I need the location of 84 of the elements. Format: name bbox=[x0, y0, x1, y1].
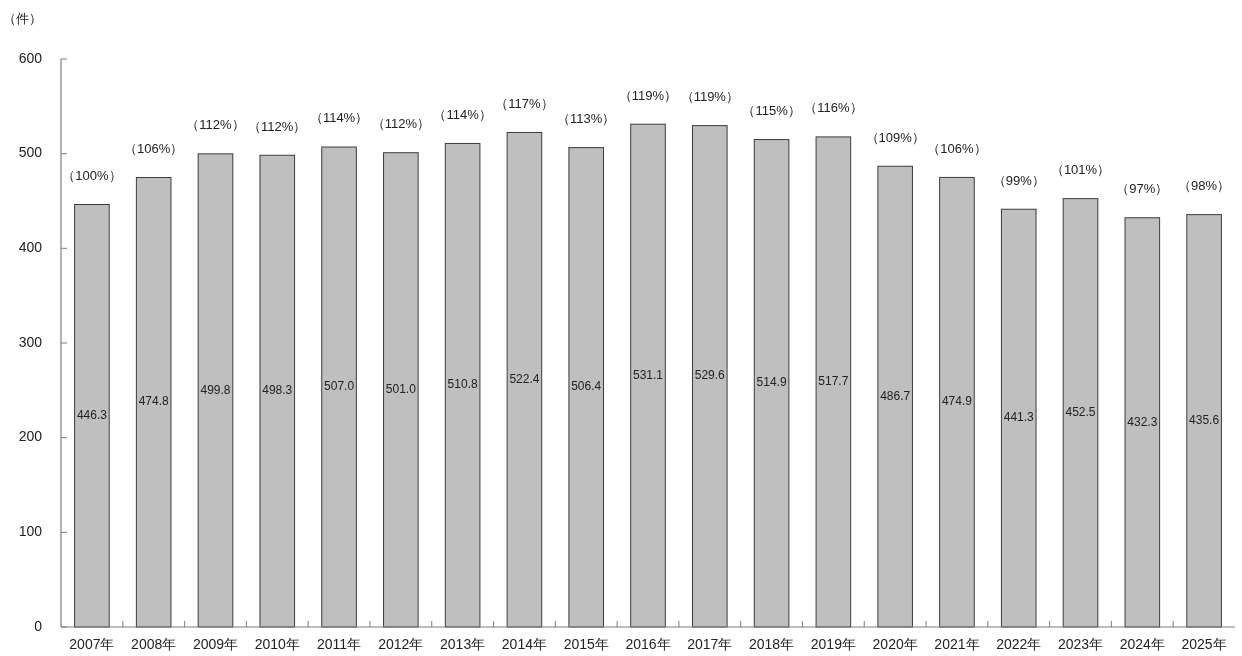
bar bbox=[568, 147, 605, 628]
annotation: （115%） bbox=[742, 103, 801, 118]
x-tick-label: 2013年 bbox=[440, 635, 486, 652]
x-tick-label: 2014年 bbox=[501, 635, 547, 652]
data-label: 506.4 bbox=[571, 379, 602, 394]
y-axis-title: （件） bbox=[2, 11, 42, 27]
annotation: （109%） bbox=[865, 129, 925, 145]
bar bbox=[815, 136, 852, 628]
y-tick-label: 200 bbox=[18, 428, 43, 445]
bar bbox=[197, 153, 234, 628]
data-label: 499.8 bbox=[200, 382, 231, 397]
annotation: （101%） bbox=[1050, 162, 1111, 178]
data-label: 435.6 bbox=[1189, 412, 1220, 427]
bar bbox=[691, 125, 728, 628]
bar bbox=[939, 176, 975, 628]
bar bbox=[1186, 214, 1222, 628]
x-tick-label: 2008年 bbox=[131, 635, 177, 652]
x-tick-label: 2023年 bbox=[1057, 635, 1104, 652]
annotation: （112%） bbox=[186, 117, 245, 133]
data-label: 510.8 bbox=[447, 377, 478, 392]
y-tick-label: 0 bbox=[34, 617, 43, 634]
data-label: 501.0 bbox=[385, 382, 417, 397]
bar bbox=[753, 139, 790, 628]
bar bbox=[630, 123, 666, 628]
data-label: 474.9 bbox=[941, 394, 973, 409]
bar bbox=[506, 131, 543, 628]
x-tick-label: 2017年 bbox=[687, 635, 733, 652]
y-tick-label: 300 bbox=[18, 333, 43, 350]
x-tick-label: 2021年 bbox=[934, 635, 980, 652]
bar bbox=[1062, 198, 1099, 628]
annotation: （116%） bbox=[804, 100, 863, 116]
bar bbox=[383, 152, 419, 628]
x-tick-label: 2025年 bbox=[1181, 635, 1227, 652]
annotation: （97%） bbox=[1116, 181, 1169, 197]
y-tick-label: 500 bbox=[18, 144, 43, 161]
annotation: （114%） bbox=[309, 110, 369, 126]
x-tick-label: 2009年 bbox=[192, 635, 239, 652]
bar bbox=[1124, 217, 1161, 628]
x-tick-label: 2012年 bbox=[378, 635, 424, 652]
annotation: （114%） bbox=[433, 106, 492, 122]
x-tick-label: 2018年 bbox=[749, 635, 795, 652]
annotation: （106%） bbox=[927, 140, 987, 156]
data-label: 531.1 bbox=[632, 367, 664, 382]
data-label: 452.5 bbox=[1065, 404, 1096, 419]
annotation: （117%） bbox=[495, 95, 554, 111]
data-label: 522.4 bbox=[509, 371, 540, 386]
data-label: 474.8 bbox=[138, 394, 170, 409]
data-label: 486.7 bbox=[880, 388, 911, 403]
x-tick-label: 2007年 bbox=[69, 635, 115, 652]
annotation: （112%） bbox=[248, 118, 307, 134]
data-label: 441.3 bbox=[1003, 410, 1035, 425]
x-tick-label: 2015年 bbox=[563, 635, 609, 652]
y-tick-label: 600 bbox=[18, 49, 43, 66]
y-tick-label: 400 bbox=[18, 239, 43, 256]
x-tick-label: 2022年 bbox=[996, 635, 1042, 652]
bar bbox=[321, 146, 357, 628]
bar bbox=[1000, 208, 1037, 628]
annotation: （98%） bbox=[1178, 178, 1231, 194]
bar bbox=[877, 165, 913, 628]
annotation: （99%） bbox=[992, 172, 1045, 188]
x-tick-label: 2024年 bbox=[1119, 635, 1165, 652]
data-label: 498.3 bbox=[262, 383, 293, 398]
x-tick-label: 2011年 bbox=[317, 635, 362, 652]
data-label: 446.3 bbox=[76, 407, 108, 422]
annotation: （112%） bbox=[371, 116, 430, 132]
bar bbox=[74, 204, 110, 628]
data-label: 517.7 bbox=[818, 374, 849, 389]
bar bbox=[444, 142, 481, 628]
annotation: （113%） bbox=[557, 111, 616, 127]
data-label: 507.0 bbox=[324, 379, 355, 394]
x-tick-label: 2020年 bbox=[872, 635, 918, 652]
x-tick-label: 2010年 bbox=[254, 635, 300, 652]
x-tick-label: 2016年 bbox=[625, 635, 671, 652]
y-tick-label: 100 bbox=[18, 523, 43, 540]
x-tick-label: 2019年 bbox=[810, 635, 856, 652]
data-label: 529.6 bbox=[694, 368, 726, 383]
annotation: （119%） bbox=[618, 87, 678, 103]
annotation: （106%） bbox=[124, 140, 184, 156]
data-label: 432.3 bbox=[1127, 414, 1158, 429]
bar bbox=[135, 177, 172, 628]
data-label: 514.9 bbox=[756, 375, 787, 390]
annotation: （119%） bbox=[680, 89, 739, 105]
annotation: （100%） bbox=[62, 167, 122, 183]
bar bbox=[259, 154, 296, 628]
